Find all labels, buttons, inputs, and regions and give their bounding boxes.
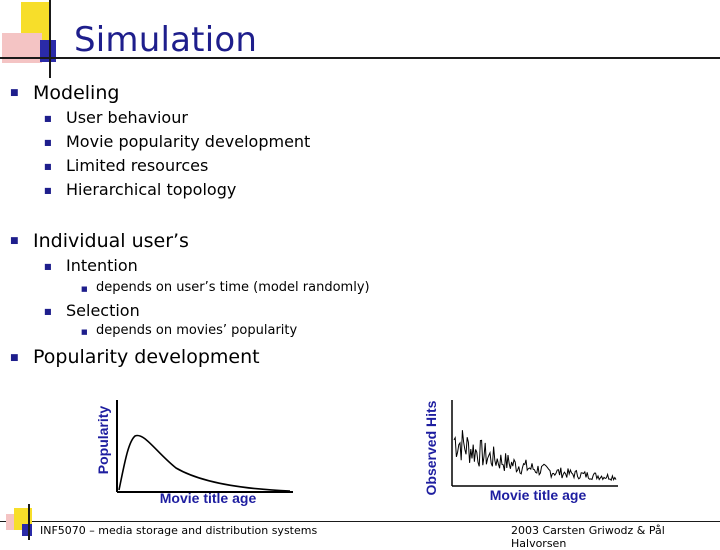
footer-decoration-blue <box>22 524 32 536</box>
left-ylabel: Popularity <box>95 406 111 475</box>
bullet-icon <box>44 307 52 316</box>
title-horizontal-rule <box>0 57 720 59</box>
bullet-limited-resources: Limited resources <box>66 156 209 175</box>
bullet-icon <box>10 353 19 363</box>
observed-hits-series <box>453 430 617 482</box>
slide-title: Simulation <box>74 20 258 60</box>
observed-hits-figure: Observed Hits Movie title age <box>423 400 618 503</box>
footer-course: INF5070 – media storage and distribution… <box>40 524 318 537</box>
bullet-icon <box>44 162 52 171</box>
popularity-figure: Popularity Movie title age <box>95 400 293 506</box>
bullet-modeling: Modeling <box>33 82 120 104</box>
footer-rule <box>0 521 720 522</box>
right-xlabel: Movie title age <box>490 487 587 503</box>
bullet-icon <box>44 114 52 123</box>
bullet-user-behaviour: User behaviour <box>66 108 188 127</box>
bullet-icon <box>44 138 52 147</box>
bullet-icon <box>44 262 52 271</box>
footer-vertical-rule <box>28 504 30 540</box>
bullet-individual-users: Individual user’s <box>33 230 189 252</box>
bullet-intention-detail: depends on user’s time (model randomly) <box>96 280 370 295</box>
popularity-curve <box>118 434 291 492</box>
bullet-icon <box>44 186 52 195</box>
bullet-icon <box>10 236 19 246</box>
bullet-hierarchical-topology: Hierarchical topology <box>66 180 237 199</box>
title-vertical-rule <box>49 0 51 78</box>
bullet-icon <box>10 88 19 98</box>
bullet-icon <box>81 328 88 336</box>
corner-decoration-blue <box>40 40 56 62</box>
right-ylabel: Observed Hits <box>423 400 439 495</box>
left-xlabel: Movie title age <box>160 490 257 506</box>
bullet-popularity-development: Popularity development <box>33 346 260 368</box>
footer-authors: 2003 Carsten Griwodz & Pål Halvorsen <box>511 524 665 550</box>
bullet-intention: Intention <box>66 256 138 275</box>
bullet-movie-popularity: Movie popularity development <box>66 132 311 151</box>
bullet-icon <box>81 285 88 293</box>
bullet-selection-detail: depends on movies’ popularity <box>96 323 298 338</box>
bullet-selection: Selection <box>66 301 140 320</box>
